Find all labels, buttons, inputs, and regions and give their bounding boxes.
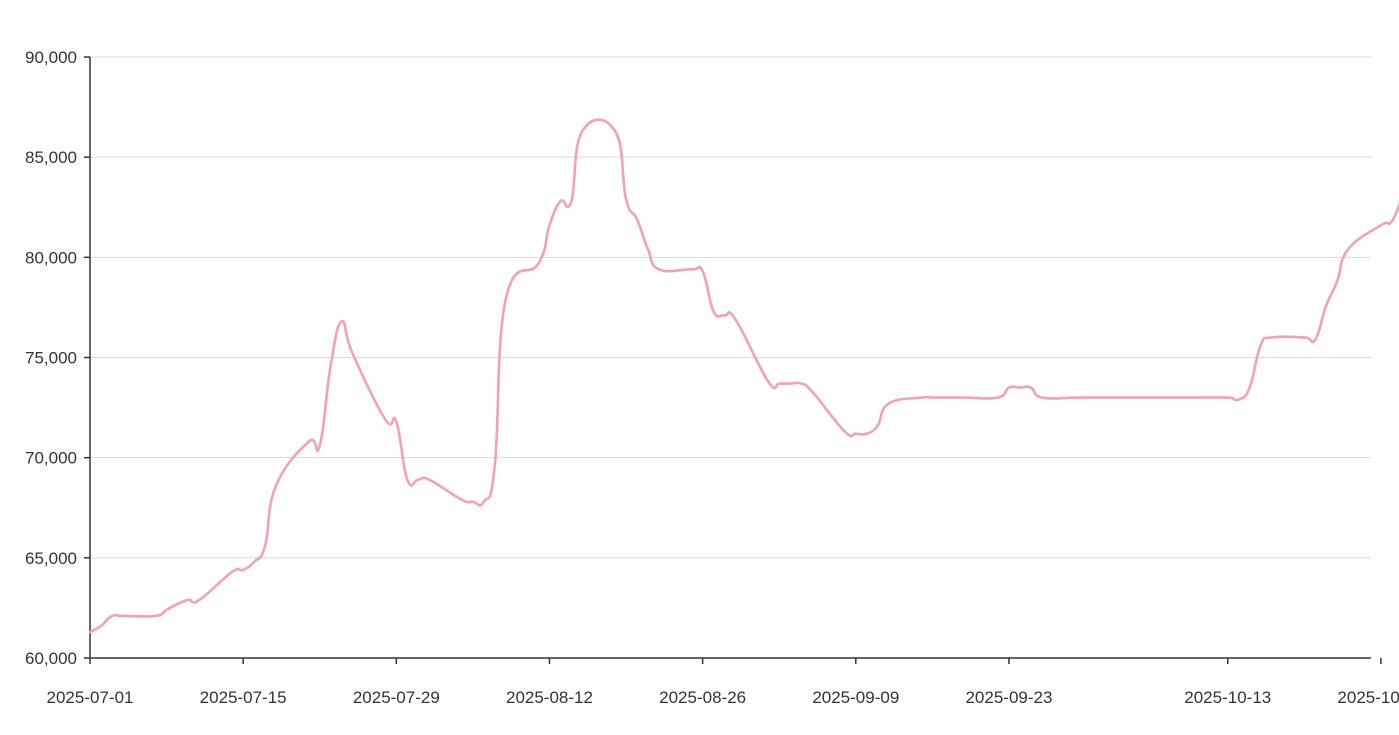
y-tick-label: 80,000 xyxy=(25,248,77,267)
x-tick-label: 2025-08-26 xyxy=(659,688,746,707)
x-tick-label: 2025-09-23 xyxy=(965,688,1052,707)
series-group xyxy=(88,118,1399,634)
x-tick-label: 2025-08-12 xyxy=(506,688,593,707)
x-tick-label: 2025-10-13 xyxy=(1184,688,1271,707)
x-tick-label: 2025-07-15 xyxy=(200,688,287,707)
y-tick-label: 70,000 xyxy=(25,449,77,468)
x-axis-ticks: 2025-07-01 2025-07-15 2025-07-29 2025-08-12… xyxy=(47,658,1399,707)
y-tick-label: 75,000 xyxy=(25,349,77,368)
x-tick-label: 2025-09-09 xyxy=(812,688,899,707)
y-tick-label: 85,000 xyxy=(25,148,77,167)
y-axis-ticks: 60,000 65,000 70,000 75,000 80,000 85,000 90,0… xyxy=(25,48,90,668)
series-line xyxy=(88,118,1399,634)
y-tick-label: 65,000 xyxy=(25,549,77,568)
y-tick-label: 90,000 xyxy=(25,48,77,67)
x-tick-label: 2025-10-27 xyxy=(1337,688,1399,707)
y-tick-label: 60,000 xyxy=(25,649,77,668)
grid-lines xyxy=(90,56,1371,559)
x-tick-label: 2025-07-01 xyxy=(47,688,134,707)
x-tick-label: 2025-07-29 xyxy=(353,688,440,707)
